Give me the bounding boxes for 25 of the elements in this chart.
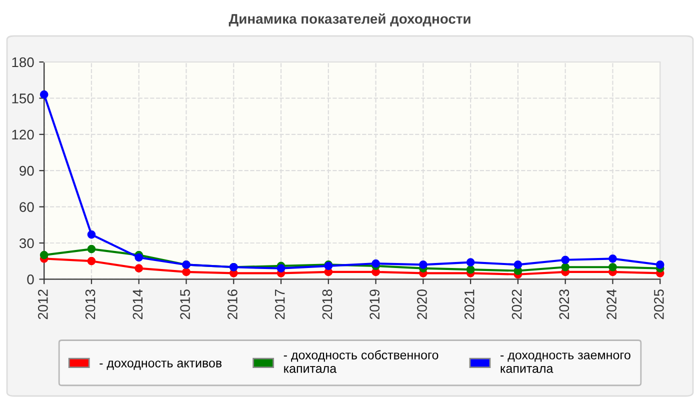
x-tick-label: 2023 [559, 290, 570, 320]
y-tick-label: 0 [27, 274, 34, 284]
x-tick-label: 2014 [132, 289, 143, 320]
legend-label: - доходность активов [100, 360, 222, 370]
x-tick-label: 2024 [606, 289, 616, 320]
x-tick-label: 2015 [180, 290, 190, 320]
legend-label: - доходность заемного капитала [500, 352, 630, 373]
x-tick-label: 2025 [654, 290, 664, 320]
x-tick-label: 2021 [464, 290, 474, 320]
y-tick-label: 180 [12, 57, 34, 68]
x-tick-label: 2013 [85, 290, 96, 320]
x-tick-label: 2012 [38, 290, 48, 320]
x-tick-label: 2022 [512, 290, 522, 320]
x-tick-label: 2019 [370, 290, 380, 320]
y-tick-label: 150 [12, 94, 34, 104]
x-tick-label: 2016 [228, 290, 238, 320]
legend-label: - доходность собственного капитала [284, 350, 438, 373]
y-tick-label: 90 [20, 166, 34, 176]
x-tick-label: 2020 [417, 289, 427, 320]
x-tick-label: 2018 [322, 290, 332, 320]
chart-title: Динамика показателей доходности [228, 13, 470, 26]
y-tick-label: 30 [19, 238, 34, 248]
y-tick-label: 120 [12, 130, 34, 140]
x-tick-label: 2017 [274, 290, 285, 320]
y-tick-label: 60 [20, 202, 34, 212]
